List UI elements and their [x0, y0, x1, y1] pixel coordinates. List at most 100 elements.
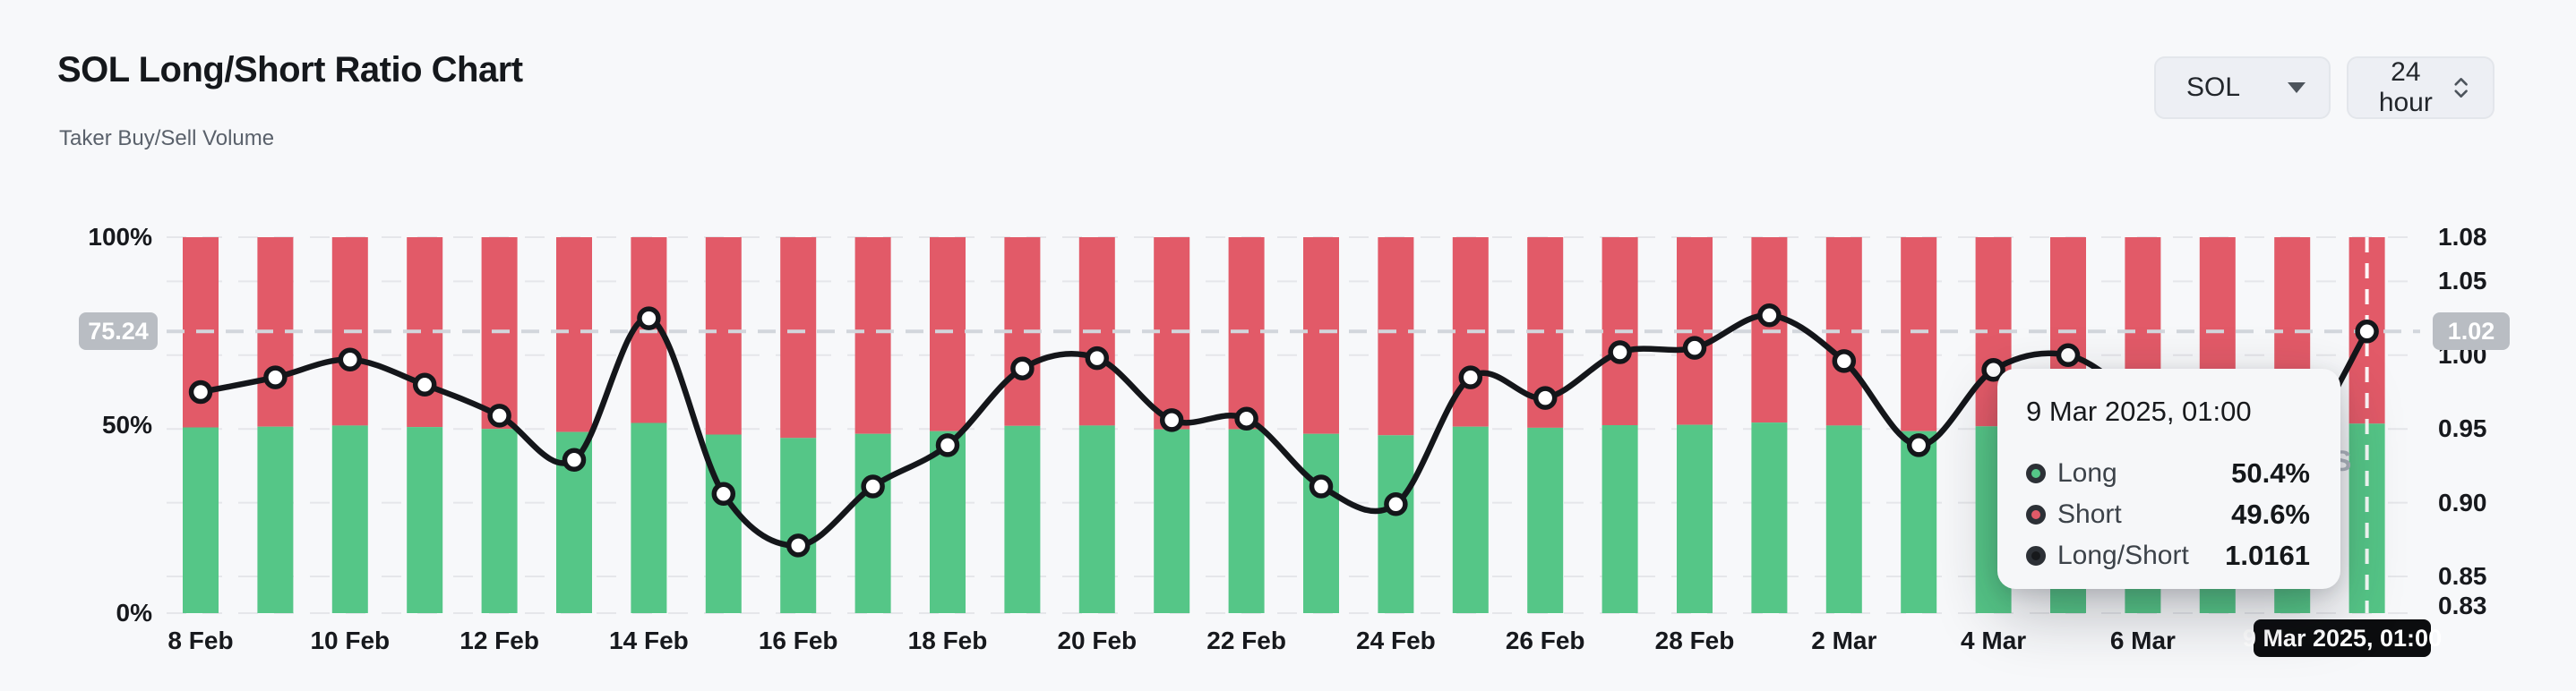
left-axis-tick: 0%	[116, 599, 152, 627]
ratio-marker[interactable]	[861, 474, 885, 499]
ratio-marker[interactable]	[338, 347, 363, 372]
caret-down-icon	[2288, 82, 2306, 93]
tooltip-row-short: Short 49.6%	[2026, 494, 2310, 535]
bar-long[interactable]	[631, 422, 667, 614]
right-axis-tick: 0.90	[2438, 488, 2487, 516]
bar-short[interactable]	[1303, 237, 1339, 434]
ratio-marker[interactable]	[263, 365, 288, 389]
bar-short[interactable]	[705, 237, 742, 435]
ratio-marker[interactable]	[1906, 433, 1931, 457]
bar-short[interactable]	[930, 237, 966, 431]
left-axis-tick: 50%	[101, 411, 152, 439]
bar-long[interactable]	[1004, 425, 1041, 613]
x-axis-tick: 18 Feb	[907, 627, 988, 654]
ratio-marker[interactable]	[1309, 474, 1334, 499]
ratio-marker[interactable]	[1682, 336, 1707, 360]
ratio-marker[interactable]	[1010, 356, 1035, 380]
chevron-up-down-icon	[2454, 78, 2468, 98]
bar-long[interactable]	[1303, 433, 1339, 613]
ratio-marker[interactable]	[637, 306, 661, 330]
bar-long[interactable]	[1527, 427, 1564, 613]
bar-long[interactable]	[1452, 426, 1489, 613]
bar-long[interactable]	[407, 427, 443, 613]
x-axis-tick: 24 Feb	[1356, 627, 1436, 654]
tooltip-row-long: Long 50.4%	[2026, 453, 2310, 494]
ratio-marker[interactable]	[786, 533, 811, 558]
bar-short[interactable]	[1901, 237, 1937, 431]
ratio-marker[interactable]	[1384, 492, 1408, 516]
bar-long[interactable]	[183, 427, 219, 614]
interval-select[interactable]: 24 hour	[2347, 56, 2494, 119]
tooltip-row-value: 1.0161	[2225, 540, 2310, 571]
tooltip-row-value: 49.6%	[2231, 499, 2310, 530]
ratio-marker[interactable]	[562, 448, 587, 473]
x-axis-tick: 22 Feb	[1206, 627, 1286, 654]
tooltip-row-value: 50.4%	[2231, 457, 2310, 489]
bar-short[interactable]	[854, 237, 891, 434]
page-subtitle: Taker Buy/Sell Volume	[59, 126, 275, 150]
ratio-marker[interactable]	[1608, 340, 1632, 364]
ratio-marker[interactable]	[1533, 386, 1558, 410]
long-short-dot-icon	[2026, 546, 2046, 566]
tooltip: 9 Mar 2025, 01:00 Long 50.4% Short 49.6%…	[1997, 369, 2340, 589]
right-axis-current-badge: 1.02	[2433, 312, 2510, 350]
x-axis-tick: 2 Mar	[1811, 627, 1877, 654]
bar-long[interactable]	[780, 438, 817, 613]
bar-long[interactable]	[1078, 425, 1115, 613]
bar-long[interactable]	[1677, 424, 1713, 613]
bar-long[interactable]	[481, 429, 518, 613]
x-axis-tick: 26 Feb	[1505, 627, 1585, 654]
bar-long[interactable]	[1378, 435, 1414, 613]
ratio-marker[interactable]	[1234, 406, 1258, 431]
ratio-marker[interactable]	[1832, 349, 1857, 373]
bar-long[interactable]	[1154, 429, 1190, 613]
x-axis-tick: 10 Feb	[310, 627, 391, 654]
ratio-marker[interactable]	[1159, 408, 1184, 432]
right-axis-tick: 1.08	[2438, 223, 2487, 251]
bar-long[interactable]	[1601, 425, 1638, 613]
right-axis-tick: 0.83	[2438, 592, 2487, 619]
right-axis-tick: 1.05	[2438, 267, 2487, 295]
ratio-marker[interactable]	[1458, 365, 1483, 389]
x-axis-tick: 28 Feb	[1654, 627, 1735, 654]
long-dot-icon	[2026, 464, 2046, 483]
bar-short[interactable]	[1378, 237, 1414, 436]
x-axis-tick: 14 Feb	[609, 627, 689, 654]
interval-select-value: 24 hour	[2378, 57, 2433, 117]
ratio-marker[interactable]	[1757, 303, 1782, 328]
tooltip-row-label: Long	[2057, 458, 2117, 488]
ratio-marker[interactable]	[1085, 346, 1110, 371]
right-axis-tick: 0.85	[2438, 562, 2487, 590]
x-axis-tick: 6 Mar	[2109, 627, 2176, 654]
right-axis-tick: 0.95	[2438, 414, 2487, 443]
bar-short[interactable]	[780, 237, 817, 439]
x-axis-tick: 20 Feb	[1057, 627, 1138, 654]
tooltip-row-label: Long/Short	[2057, 541, 2189, 570]
bar-long[interactable]	[1901, 431, 1937, 613]
short-dot-icon	[2026, 505, 2046, 525]
bar-long[interactable]	[930, 431, 966, 613]
page-title: SOL Long/Short Ratio Chart	[57, 50, 523, 90]
x-axis-tick: 4 Mar	[1961, 627, 2027, 654]
ratio-marker[interactable]	[188, 380, 213, 405]
bar-long[interactable]	[257, 426, 294, 613]
x-axis-tick: 8 Feb	[167, 627, 234, 654]
bar-long[interactable]	[1228, 429, 1265, 613]
bar-long[interactable]	[1751, 422, 1788, 613]
ratio-marker[interactable]	[935, 433, 960, 457]
bar-short[interactable]	[556, 237, 592, 432]
ratio-marker[interactable]	[2355, 320, 2379, 344]
tooltip-row-ratio: Long/Short 1.0161	[2026, 535, 2310, 576]
ratio-marker[interactable]	[412, 372, 437, 397]
bar-long[interactable]	[1825, 425, 1862, 613]
bar-long[interactable]	[854, 433, 891, 613]
tooltip-title: 9 Mar 2025, 01:00	[2026, 396, 2252, 427]
ratio-marker[interactable]	[711, 482, 736, 507]
left-axis-tick: 100%	[88, 223, 152, 251]
ratio-marker[interactable]	[1981, 358, 2005, 382]
ratio-marker[interactable]	[2056, 343, 2081, 368]
bar-long[interactable]	[331, 425, 368, 613]
ratio-marker[interactable]	[487, 404, 511, 428]
symbol-select[interactable]: SOL	[2154, 56, 2331, 119]
